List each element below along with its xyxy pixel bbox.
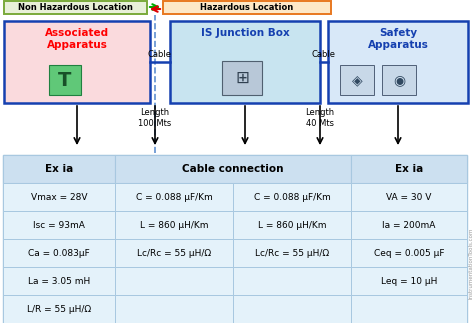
Text: ⊞: ⊞ — [235, 69, 249, 87]
Text: Ia = 200mA: Ia = 200mA — [383, 221, 436, 230]
Bar — [3, 211, 115, 239]
Bar — [4, 21, 150, 103]
Bar — [3, 267, 115, 295]
Bar — [382, 65, 416, 95]
Bar — [3, 239, 115, 267]
Text: Cable: Cable — [312, 50, 336, 59]
Text: L/R = 55 μH/Ω: L/R = 55 μH/Ω — [27, 305, 91, 314]
Text: Ceq = 0.005 μF: Ceq = 0.005 μF — [374, 248, 444, 257]
Text: Leq = 10 μH: Leq = 10 μH — [381, 276, 437, 286]
Text: Length
40 Mts: Length 40 Mts — [305, 108, 335, 128]
Bar — [115, 267, 233, 295]
Bar — [115, 239, 233, 267]
Bar — [233, 239, 351, 267]
Bar — [115, 211, 233, 239]
Bar — [115, 183, 233, 211]
Text: Safety
Apparatus: Safety Apparatus — [367, 28, 428, 50]
Bar — [328, 21, 468, 103]
Text: Cable connection: Cable connection — [182, 164, 284, 174]
Text: InstrumentationTools.com: InstrumentationTools.com — [468, 227, 474, 299]
Text: L = 860 μH/Km: L = 860 μH/Km — [258, 221, 326, 230]
Bar — [351, 155, 467, 183]
Bar — [351, 295, 467, 323]
Text: Ex ia: Ex ia — [395, 164, 423, 174]
Text: L = 860 μH/Km: L = 860 μH/Km — [140, 221, 208, 230]
Text: Associated
Apparatus: Associated Apparatus — [45, 28, 109, 50]
Bar — [351, 239, 467, 267]
Text: Ex ia: Ex ia — [45, 164, 73, 174]
Bar — [115, 155, 351, 183]
Text: VA = 30 V: VA = 30 V — [386, 193, 432, 202]
Text: Cable: Cable — [148, 50, 172, 59]
Bar — [340, 65, 374, 95]
Text: La = 3.05 mH: La = 3.05 mH — [28, 276, 90, 286]
Bar — [4, 1, 147, 14]
Bar — [170, 21, 320, 103]
Text: Isc = 93mA: Isc = 93mA — [33, 221, 85, 230]
Bar — [233, 267, 351, 295]
Bar — [222, 61, 262, 95]
Bar — [163, 1, 331, 14]
Bar — [233, 183, 351, 211]
Text: Length
100 Mts: Length 100 Mts — [138, 108, 172, 128]
Text: Vmax = 28V: Vmax = 28V — [31, 193, 87, 202]
Text: Ca = 0.083μF: Ca = 0.083μF — [28, 248, 90, 257]
Text: C = 0.088 μF/Km: C = 0.088 μF/Km — [136, 193, 212, 202]
Bar — [233, 211, 351, 239]
Bar — [3, 155, 115, 183]
Text: Hazardous Location: Hazardous Location — [201, 3, 293, 12]
Bar — [233, 295, 351, 323]
Text: T: T — [58, 70, 72, 89]
Text: ◉: ◉ — [393, 73, 405, 87]
Text: IS Junction Box: IS Junction Box — [201, 28, 289, 38]
Bar — [351, 267, 467, 295]
Text: Lc/Rc = 55 μH/Ω: Lc/Rc = 55 μH/Ω — [255, 248, 329, 257]
Text: ◈: ◈ — [352, 73, 362, 87]
Bar — [49, 65, 81, 95]
Bar — [3, 183, 115, 211]
Text: Non Hazardous Location: Non Hazardous Location — [18, 3, 132, 12]
Text: Lc/Rc = 55 μH/Ω: Lc/Rc = 55 μH/Ω — [137, 248, 211, 257]
Text: C = 0.088 μF/Km: C = 0.088 μF/Km — [254, 193, 330, 202]
Bar — [351, 183, 467, 211]
Bar — [3, 155, 467, 323]
Bar — [115, 295, 233, 323]
Bar — [3, 295, 115, 323]
Bar — [351, 211, 467, 239]
